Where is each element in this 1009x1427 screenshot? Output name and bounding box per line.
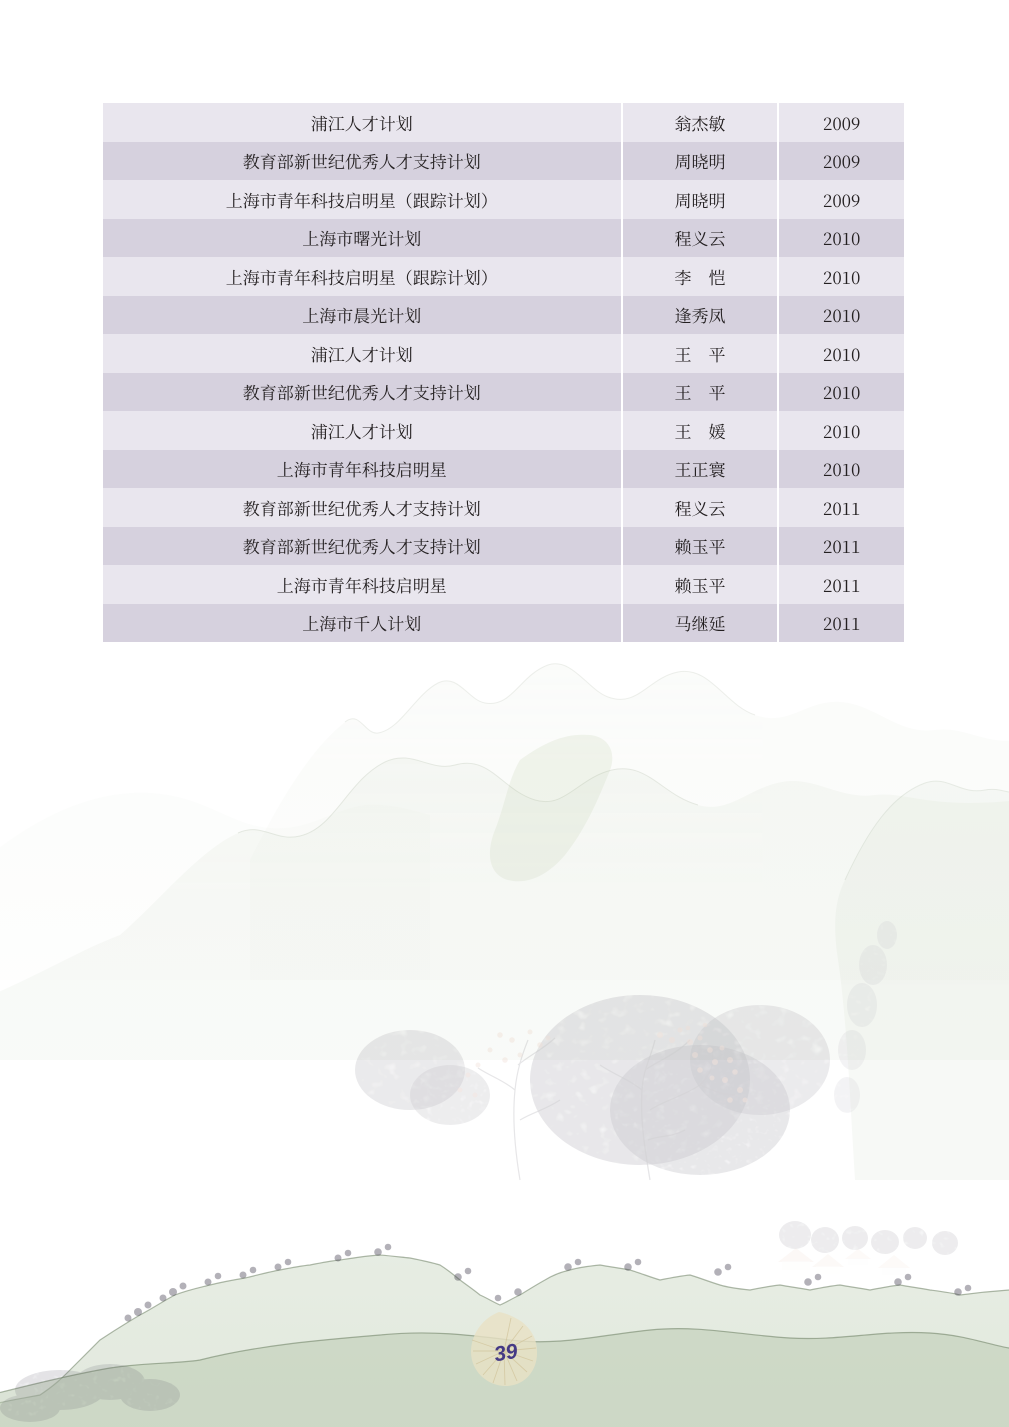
svg-text:39: 39 xyxy=(492,1340,519,1367)
